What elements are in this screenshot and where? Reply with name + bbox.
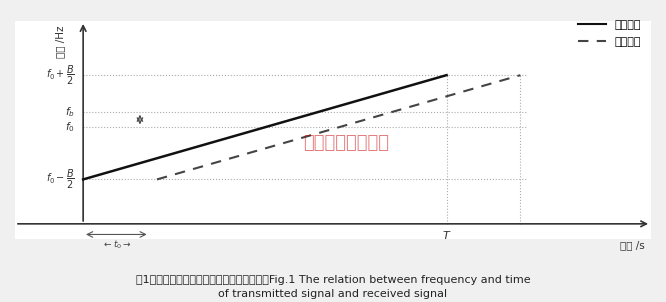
Text: $f_0+\dfrac{B}{2}$: $f_0+\dfrac{B}{2}$ [46, 64, 75, 87]
Text: 江苏华云流量计厂: 江苏华云流量计厂 [303, 134, 389, 152]
Text: $f_0$: $f_0$ [65, 120, 75, 134]
Text: of transmitted signal and received signal: of transmitted signal and received signa… [218, 289, 448, 299]
Legend: 发射信号, 回波信号: 发射信号, 回波信号 [573, 16, 645, 51]
Text: $f_b$: $f_b$ [65, 105, 75, 119]
Text: 时间 /s: 时间 /s [619, 240, 644, 250]
Text: $T$: $T$ [442, 229, 452, 241]
Text: 图1发射信号与回波信号的频率与时间的关系Fig.1 The relation between frequency and time: 图1发射信号与回波信号的频率与时间的关系Fig.1 The relation b… [136, 275, 530, 285]
Text: $f_0-\dfrac{B}{2}$: $f_0-\dfrac{B}{2}$ [46, 168, 75, 191]
Text: $\leftarrow t_0\rightarrow$: $\leftarrow t_0\rightarrow$ [101, 238, 131, 251]
Text: 频率 /Hz: 频率 /Hz [55, 25, 65, 58]
